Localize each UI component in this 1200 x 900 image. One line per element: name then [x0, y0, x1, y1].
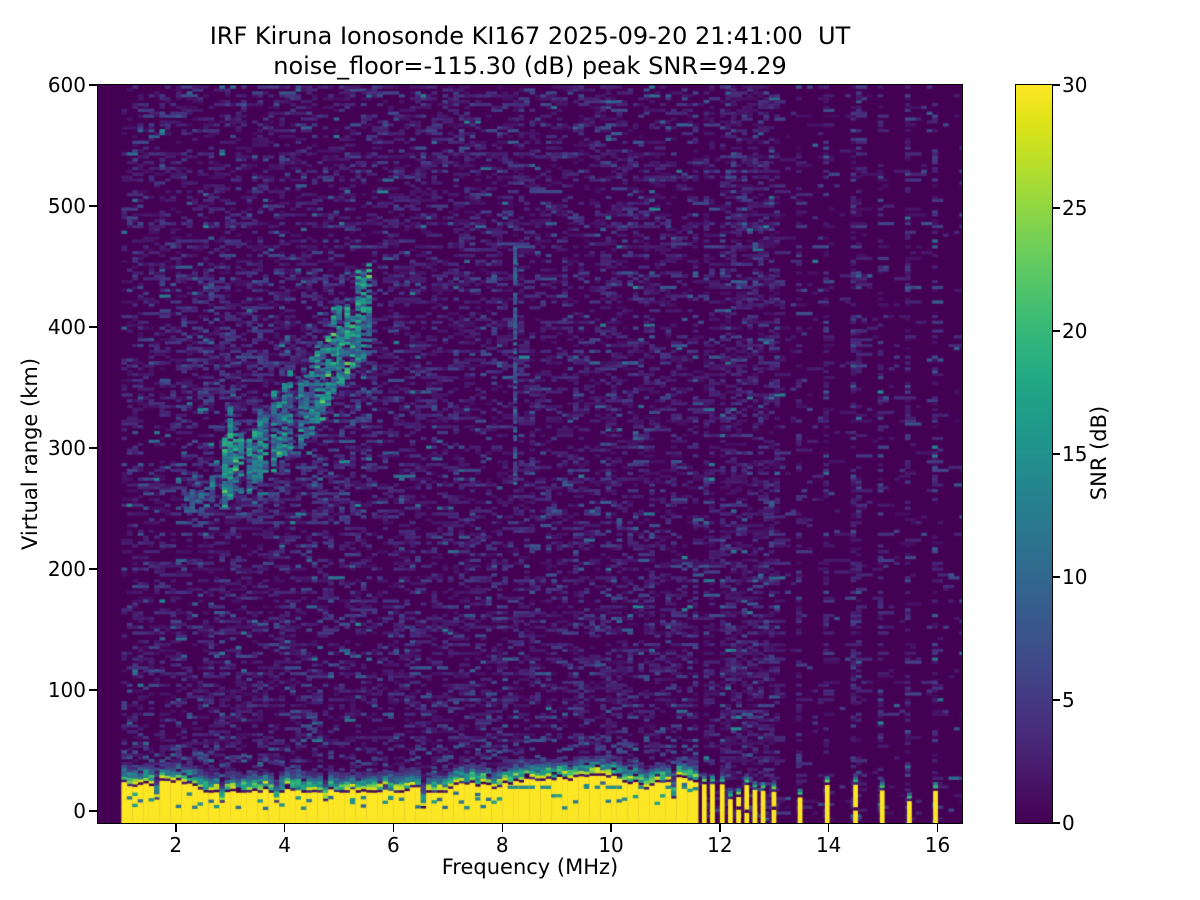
y-tick-label: 0 [73, 798, 86, 823]
colorbar-tick-label: 15 [1062, 442, 1088, 466]
colorbar-tick-label: 25 [1062, 196, 1088, 220]
colorbar-tick-mark [1053, 822, 1060, 824]
y-tick-label: 100 [47, 677, 86, 702]
y-tick-label: 300 [47, 435, 86, 460]
x-tick-label: 14 [815, 833, 842, 857]
colorbar-tick-mark [1053, 699, 1060, 701]
colorbar-gradient [1016, 84, 1052, 823]
y-tick-label: 500 [47, 193, 86, 218]
chart-subtitle: noise_floor=-115.30 (dB) peak SNR=94.29 [273, 52, 787, 80]
colorbar-tick-label: 30 [1062, 73, 1088, 97]
plot-area [96, 83, 963, 824]
colorbar-tick-mark [1053, 453, 1060, 455]
x-tick-label: 6 [387, 833, 400, 857]
x-tick-mark [283, 824, 286, 832]
colorbar-tick-mark [1053, 576, 1060, 578]
y-axis-label: Virtual range (km) [18, 357, 42, 551]
chart-title: IRF Kiruna Ionosonde KI167 2025-09-20 21… [209, 22, 851, 50]
x-tick-label: 16 [924, 833, 951, 857]
x-tick-label: 12 [707, 833, 733, 857]
x-tick-mark [719, 824, 721, 832]
y-tick-mark [89, 568, 97, 570]
x-tick-mark [827, 824, 830, 832]
y-tick-mark [89, 326, 97, 328]
y-tick-label: 400 [47, 314, 86, 339]
y-tick-mark [89, 689, 97, 691]
x-tick-label: 10 [598, 833, 624, 857]
x-tick-label: 4 [278, 833, 291, 857]
colorbar-tick-label: 0 [1062, 811, 1075, 835]
y-tick-mark [89, 84, 97, 86]
colorbar [1015, 83, 1053, 824]
y-tick-mark [89, 447, 97, 449]
ionogram-heatmap [97, 84, 962, 823]
colorbar-tick-mark [1053, 84, 1060, 86]
x-axis-label: Frequency (MHz) [441, 855, 619, 879]
colorbar-tick-mark [1053, 207, 1060, 209]
y-tick-mark [89, 205, 97, 207]
colorbar-label: SNR (dB) [1087, 405, 1111, 501]
x-tick-mark [501, 824, 503, 832]
colorbar-tick-label: 5 [1062, 688, 1075, 712]
x-tick-label: 2 [169, 833, 183, 857]
colorbar-tick-mark [1053, 330, 1060, 332]
y-tick-label: 200 [47, 556, 86, 581]
colorbar-tick-label: 10 [1062, 565, 1088, 589]
x-tick-mark [392, 824, 395, 832]
y-tick-label: 600 [47, 73, 86, 97]
x-tick-mark [610, 824, 612, 832]
colorbar-tick-label: 20 [1062, 319, 1088, 343]
x-tick-mark [175, 824, 177, 832]
y-tick-mark [89, 810, 97, 812]
x-tick-label: 8 [495, 833, 509, 857]
x-tick-mark [936, 824, 939, 832]
